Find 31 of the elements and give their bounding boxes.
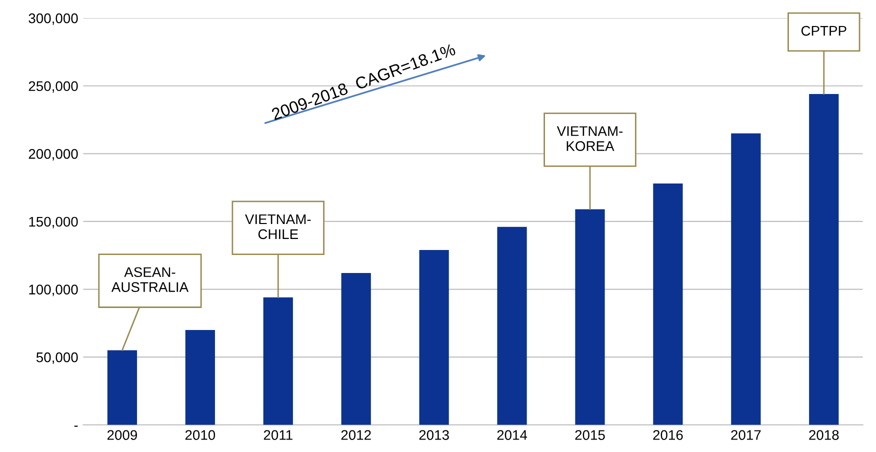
y-tick-label: 150,000	[29, 216, 78, 228]
bar	[263, 297, 293, 425]
x-tick-label: 2018	[809, 430, 839, 440]
bar	[809, 94, 839, 425]
x-tick-label: 2011	[264, 430, 292, 440]
x-tick-label: 2013	[419, 430, 449, 440]
bar	[185, 330, 215, 425]
y-tick-label: 250,000	[28, 81, 78, 93]
y-tick-label: 50,000	[36, 352, 78, 364]
x-tick-label: 2016	[653, 430, 683, 440]
y-tick-label: -	[74, 426, 78, 427]
x-tick-label: 2017	[731, 430, 761, 440]
x-tick-label: 2015	[575, 430, 605, 440]
x-tick-label: 2010	[185, 430, 216, 440]
bar	[575, 209, 605, 425]
annotation: ASEAN- AUSTRALIA	[111, 267, 189, 292]
bar	[107, 350, 138, 425]
y-tick-label: 300,000	[28, 13, 78, 25]
bar	[731, 133, 761, 425]
bar	[419, 250, 449, 425]
annotation: CPTPP	[801, 26, 846, 36]
bar	[653, 184, 683, 425]
x-tick-label: 2009	[107, 430, 137, 440]
x-tick-label: 2014	[497, 430, 528, 440]
annotation: VIETNAM- KOREA	[556, 126, 623, 151]
bar	[497, 226, 527, 425]
x-tick-label: 2012	[341, 430, 371, 440]
y-tick-label: 200,000	[28, 149, 78, 160]
annotation: VIETNAM- CHILE	[245, 214, 311, 240]
bar	[341, 273, 371, 425]
y-tick-label: 100,000	[29, 284, 78, 296]
